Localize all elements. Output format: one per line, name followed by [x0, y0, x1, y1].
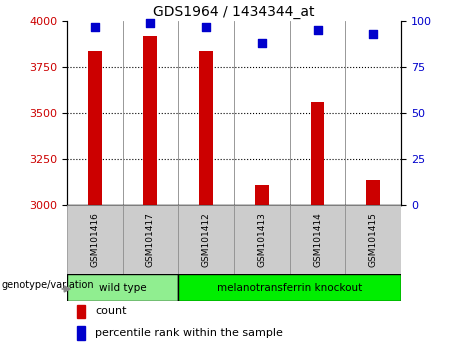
Bar	[199, 51, 213, 205]
Bar	[366, 179, 380, 205]
Text: percentile rank within the sample: percentile rank within the sample	[95, 328, 283, 338]
Point	[370, 31, 377, 37]
Bar	[234, 205, 290, 274]
Text: GSM101416: GSM101416	[90, 212, 99, 267]
Bar	[178, 274, 401, 301]
Bar	[77, 326, 85, 340]
Bar	[77, 304, 85, 318]
Point	[147, 20, 154, 26]
Point	[91, 24, 98, 30]
Bar	[178, 205, 234, 274]
Bar	[123, 205, 178, 274]
Text: wild type: wild type	[99, 282, 146, 293]
Text: melanotransferrin knockout: melanotransferrin knockout	[217, 282, 362, 293]
Bar	[345, 205, 401, 274]
Text: GSM101417: GSM101417	[146, 212, 155, 267]
Point	[202, 24, 210, 30]
Title: GDS1964 / 1434344_at: GDS1964 / 1434344_at	[153, 5, 315, 19]
Bar	[290, 205, 345, 274]
Text: GSM101413: GSM101413	[257, 212, 266, 267]
Bar	[67, 274, 178, 301]
Point	[314, 28, 321, 33]
Text: count: count	[95, 307, 127, 316]
Bar	[67, 205, 123, 274]
Text: GSM101412: GSM101412	[201, 212, 211, 267]
Bar	[88, 51, 102, 205]
Text: GSM101415: GSM101415	[369, 212, 378, 267]
Bar	[255, 185, 269, 205]
Text: genotype/variation: genotype/variation	[1, 280, 94, 290]
Text: GSM101414: GSM101414	[313, 212, 322, 267]
Bar	[311, 102, 325, 205]
Point	[258, 40, 266, 46]
Bar	[143, 36, 157, 205]
